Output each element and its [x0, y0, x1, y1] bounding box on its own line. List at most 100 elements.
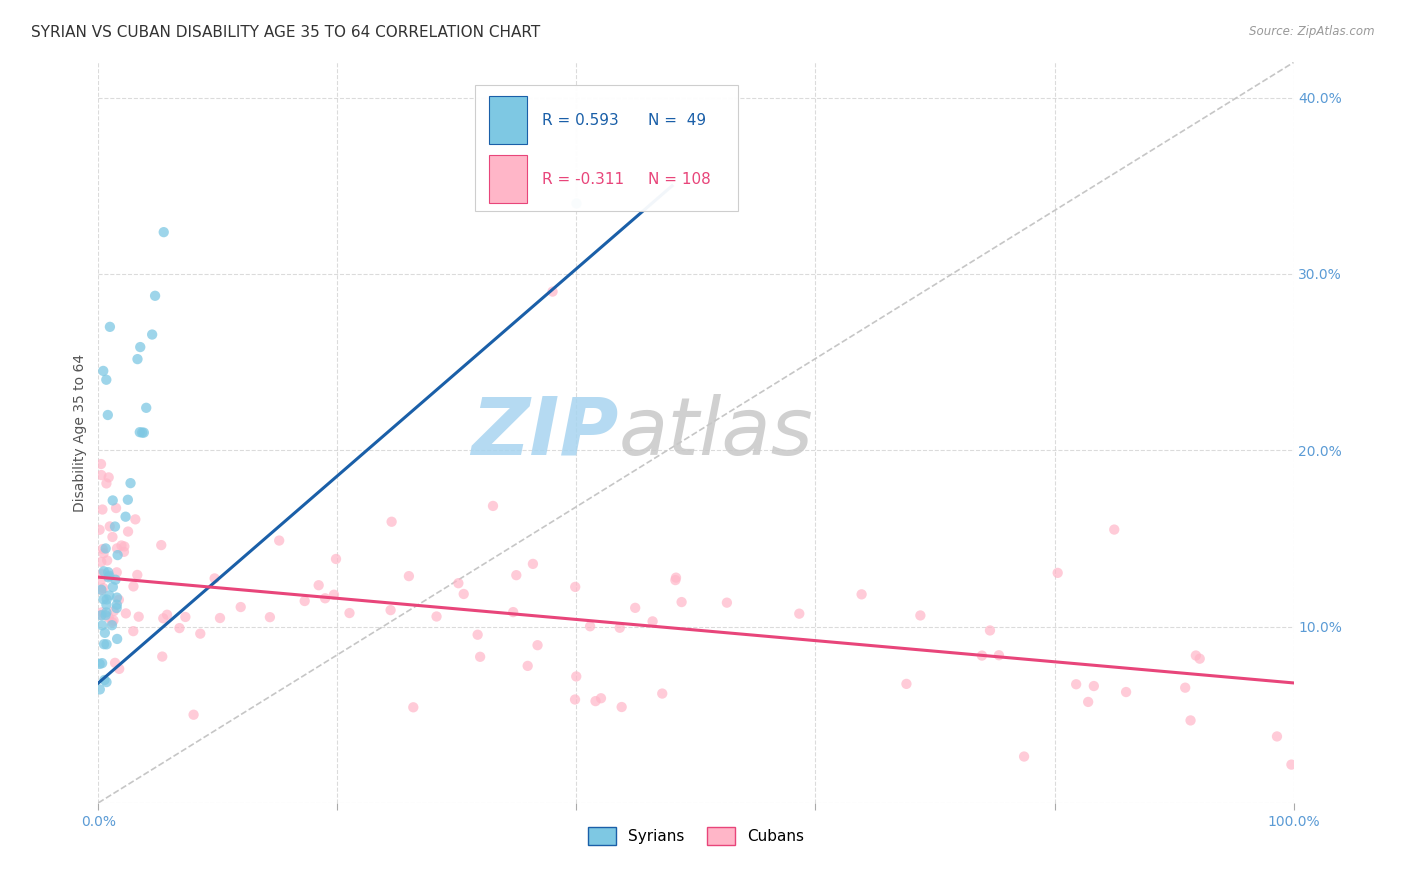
Syrians: [89, 657, 111, 671]
Cubans: [516, 659, 538, 673]
Cubans: [1180, 714, 1202, 728]
Cubans: [641, 615, 664, 629]
Syrians: [96, 373, 118, 387]
Cubans: [453, 587, 475, 601]
Cubans: [174, 610, 197, 624]
Cubans: [103, 614, 125, 628]
Syrians: [98, 319, 121, 334]
Text: SYRIAN VS CUBAN DISABILITY AGE 35 TO 64 CORRELATION CHART: SYRIAN VS CUBAN DISABILITY AGE 35 TO 64 …: [31, 25, 540, 40]
Cubans: [169, 621, 191, 635]
Syrians: [93, 564, 115, 578]
Cubans: [156, 607, 179, 622]
Cubans: [90, 607, 112, 622]
Syrians: [93, 592, 115, 607]
Cubans: [589, 691, 612, 706]
Cubans: [1115, 685, 1137, 699]
Cubans: [482, 499, 505, 513]
Syrians: [105, 632, 128, 646]
Cubans: [90, 574, 112, 588]
Cubans: [565, 669, 588, 683]
Cubans: [665, 571, 688, 585]
Cubans: [381, 515, 404, 529]
Cubans: [323, 588, 346, 602]
Cubans: [183, 707, 205, 722]
Cubans: [1012, 749, 1035, 764]
Cubans: [152, 611, 174, 625]
Cubans: [101, 530, 124, 544]
Cubans: [610, 700, 633, 714]
Cubans: [91, 605, 114, 619]
Syrians: [97, 408, 120, 422]
Syrians: [132, 425, 155, 440]
Cubans: [128, 609, 150, 624]
Cubans: [110, 539, 132, 553]
Cubans: [91, 541, 114, 556]
Syrians: [117, 492, 139, 507]
Cubans: [103, 604, 125, 618]
Cubans: [97, 470, 120, 484]
Syrians: [94, 625, 117, 640]
Cubans: [1185, 648, 1208, 663]
Cubans: [1064, 677, 1087, 691]
Syrians: [90, 608, 112, 623]
Cubans: [651, 687, 673, 701]
Cubans: [229, 600, 252, 615]
Text: Source: ZipAtlas.com: Source: ZipAtlas.com: [1250, 25, 1375, 38]
Cubans: [269, 533, 291, 548]
Cubans: [308, 578, 330, 592]
Cubans: [502, 605, 524, 619]
Cubans: [910, 608, 932, 623]
Syrians: [93, 637, 115, 651]
Cubans: [1046, 566, 1069, 580]
Cubans: [468, 649, 491, 664]
Cubans: [314, 591, 336, 606]
Cubans: [90, 468, 112, 483]
Cubans: [447, 576, 470, 591]
Text: atlas: atlas: [619, 393, 813, 472]
Cubans: [979, 624, 1001, 638]
Cubans: [1188, 651, 1211, 665]
Cubans: [105, 501, 128, 516]
Syrians: [105, 598, 128, 612]
Cubans: [294, 594, 316, 608]
Cubans: [896, 677, 918, 691]
Cubans: [204, 571, 226, 585]
Cubans: [585, 694, 607, 708]
Cubans: [96, 553, 118, 567]
Cubans: [325, 552, 347, 566]
Cubans: [609, 621, 631, 635]
Syrians: [105, 601, 128, 615]
Cubans: [90, 555, 112, 569]
Syrians: [97, 565, 120, 579]
Cubans: [787, 607, 810, 621]
Cubans: [339, 606, 361, 620]
Syrians: [104, 573, 127, 587]
Cubans: [851, 587, 873, 601]
Cubans: [987, 648, 1010, 663]
Y-axis label: Disability Age 35 to 64: Disability Age 35 to 64: [73, 353, 87, 512]
Cubans: [93, 546, 115, 560]
Syrians: [107, 548, 129, 562]
Cubans: [108, 662, 131, 676]
Syrians: [89, 682, 111, 697]
Syrians: [127, 352, 149, 367]
Cubans: [970, 648, 993, 663]
Syrians: [96, 606, 118, 620]
Cubans: [505, 568, 527, 582]
Cubans: [112, 540, 135, 554]
Syrians: [565, 196, 588, 211]
Cubans: [188, 626, 211, 640]
Syrians: [101, 618, 124, 632]
Cubans: [90, 582, 112, 597]
Cubans: [671, 595, 693, 609]
Cubans: [90, 457, 112, 471]
Cubans: [664, 573, 686, 587]
Cubans: [380, 603, 402, 617]
Cubans: [105, 566, 128, 580]
Syrians: [96, 675, 118, 690]
Cubans: [150, 649, 173, 664]
Cubans: [96, 476, 118, 491]
FancyBboxPatch shape: [489, 95, 527, 144]
Cubans: [124, 512, 146, 526]
Text: N =  49: N = 49: [648, 112, 706, 128]
